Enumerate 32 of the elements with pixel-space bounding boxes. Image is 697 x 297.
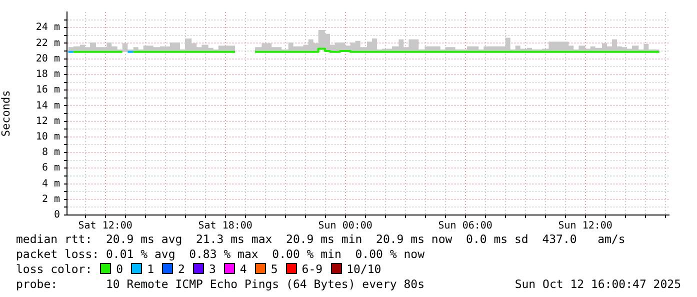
text: Sun Oct 12 16:00:47 2025 — [514, 277, 681, 291]
legend-title: loss color: — [16, 262, 92, 276]
legend-label: 5 — [270, 262, 278, 276]
x-tick-label: Sun 12:00 — [558, 220, 612, 232]
x-tick-label: Sun 00:00 — [318, 220, 372, 232]
y-tick-label: 10 m — [36, 132, 60, 143]
x-tick-label: Sat 18:00 — [198, 220, 252, 232]
text: packet loss: 0.01 % avg 0.83 % max 0.00 % min 0.00 % now — [16, 247, 424, 261]
y-tick-label: 20 m — [36, 53, 60, 64]
y-tick-label: 16 m — [36, 84, 60, 96]
x-tick-label: Sat 12:00 — [78, 220, 132, 232]
y-tick-label: 14 m — [36, 100, 60, 112]
legend-label: 6-9 — [302, 262, 323, 276]
y-tick-label: 8 m — [42, 147, 60, 158]
y-tick-label: 24 m — [36, 22, 60, 34]
legend-label: 4 — [240, 262, 247, 276]
legend-label: 3 — [208, 262, 216, 276]
text: median rtt: 20.9 ms avg 21.3 ms max 20.9 ms min 20.9 ms now 0.0 ms sd 437.0 am/s — [16, 232, 626, 246]
y-tick-label: 12 m — [36, 116, 60, 127]
y-tick-label: 6 m — [42, 162, 60, 174]
y-tick-label: 4 m — [42, 178, 60, 190]
text: probe: 10 Remote ICMP Echo Pings (64 Bytes) every 80s — [16, 277, 424, 291]
y-tick-label: 0 — [54, 210, 60, 221]
y-tick-label: 18 m — [36, 69, 60, 80]
y-tick-label: 22 m — [36, 38, 60, 49]
y-tick-label: 2 m — [42, 194, 60, 205]
legend-label: 1 — [147, 262, 154, 276]
legend-label: 2 — [178, 262, 185, 276]
y-axis-title: Seconds — [0, 90, 12, 137]
legend-label: 0 — [116, 262, 124, 276]
legend-label: 10/10 — [346, 262, 382, 276]
x-tick-label: Sun 06:00 — [438, 220, 492, 232]
